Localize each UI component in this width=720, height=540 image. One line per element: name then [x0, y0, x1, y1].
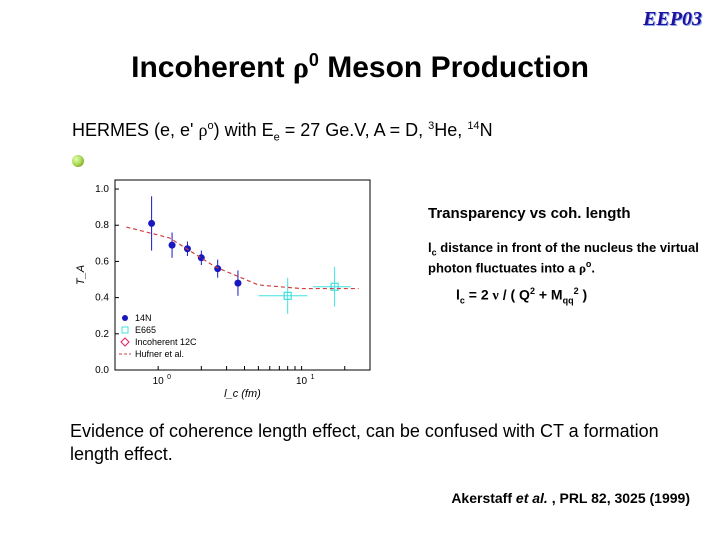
svg-text:14N: 14N [135, 313, 152, 323]
svg-text:0.2: 0.2 [95, 329, 109, 340]
svg-text:0.8: 0.8 [95, 220, 109, 231]
f-qq: qq [563, 296, 574, 306]
title-post: Meson Production [319, 51, 589, 84]
bullet-icon [72, 155, 84, 167]
title-sup: 0 [309, 50, 319, 70]
conference-logo: EEP03 [643, 8, 702, 31]
ref-rest: , 3025 (1999) [607, 490, 690, 506]
svg-text:E665: E665 [135, 325, 156, 335]
side-heading: Transparency vs coh. length [428, 205, 708, 224]
f-close: ) [579, 287, 588, 303]
hermes-he: He, [434, 120, 467, 140]
ref-b: , PRL [548, 490, 591, 506]
svg-text:1: 1 [311, 374, 315, 381]
svg-text:T_A: T_A [75, 265, 87, 285]
slide-title: Incoherent ρ0 Meson Production [0, 50, 720, 85]
hermes-a: HERMES (e, e' [72, 120, 198, 140]
svg-text:Hufner et al.: Hufner et al. [135, 349, 184, 359]
ref-a: Akerstaff [451, 490, 516, 506]
svg-text:10: 10 [296, 376, 308, 387]
hermes-n: N [480, 120, 493, 140]
formula: lc = 2 ν / ( Q2 + Mqq2 ) [428, 286, 708, 307]
ref-it: et al. [516, 490, 548, 506]
side-text: Transparency vs coh. length lc distance … [428, 205, 708, 307]
desc-end: . [591, 260, 595, 275]
f-eq: = 2 [465, 287, 493, 303]
hermes-line: HERMES (e, e' ρo) with Ee = 27 Ge.V, A =… [72, 120, 493, 144]
svg-text:10: 10 [153, 376, 165, 387]
svg-text:0.0: 0.0 [95, 365, 109, 376]
f-plus: + M [535, 287, 563, 303]
desc-text: distance in front of the nucleus the vir… [428, 240, 699, 275]
conclusion-text: Evidence of coherence length effect, can… [70, 420, 670, 467]
transparency-chart: 0.00.20.40.60.81.0100101l_c (fm)T_A14NE6… [70, 170, 380, 400]
hermes-nsup: 14 [467, 120, 479, 132]
svg-text:0: 0 [167, 374, 171, 381]
ref-vol: 82 [591, 490, 607, 506]
title-rho: ρ [293, 51, 309, 84]
title-pre: Incoherent [131, 51, 293, 84]
desc-rho: ρ [579, 260, 586, 275]
hermes-c: = 27 Ge.V, A = D, [280, 120, 428, 140]
side-desc: lc distance in front of the nucleus the … [428, 240, 708, 276]
svg-text:Incoherent 12C: Incoherent 12C [135, 337, 197, 347]
svg-text:0.4: 0.4 [95, 293, 109, 304]
f-div: / ( Q [499, 287, 530, 303]
svg-text:1.0: 1.0 [95, 184, 109, 195]
svg-text:0.6: 0.6 [95, 256, 109, 267]
reference: Akerstaff et al. , PRL 82, 3025 (1999) [451, 490, 690, 506]
hermes-b: ) with E [214, 120, 274, 140]
svg-text:l_c (fm): l_c (fm) [224, 388, 261, 400]
